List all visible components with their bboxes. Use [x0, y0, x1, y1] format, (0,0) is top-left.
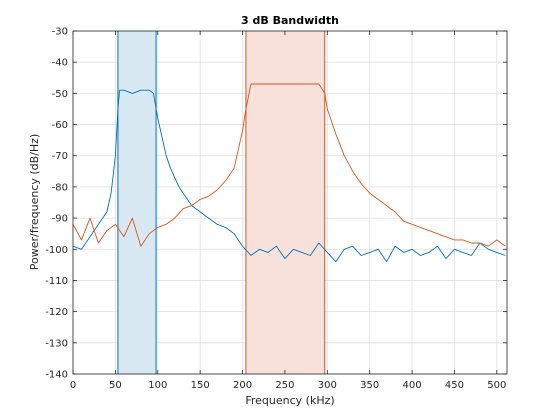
x-tick-label: 250 [275, 380, 294, 391]
y-tick-label: -40 [52, 58, 68, 69]
x-tick-label: 500 [487, 380, 506, 391]
series-line-2 [72, 83, 506, 247]
x-axis-ticks: 0 50 100 150 200 250 300 350 400 450 500 [70, 31, 506, 391]
y-tick-label: -100 [45, 245, 68, 256]
x-tick-label: 150 [191, 380, 210, 391]
x-tick-label: 450 [445, 380, 464, 391]
y-tick-label: -30 [52, 27, 68, 38]
y-tick-label: -120 [45, 307, 68, 318]
chart-title: 3 dB Bandwidth [241, 14, 339, 27]
x-tick-label: 50 [109, 380, 122, 391]
y-axis-ticks: -140 -130 -120 -110 -100 -90 -80 -70 -60 -50 -40 -3… [45, 27, 507, 381]
y-tick-label: -140 [45, 370, 68, 381]
band-fill [245, 31, 325, 374]
x-tick-label: 400 [403, 380, 422, 391]
y-tick-label: -110 [45, 276, 68, 287]
x-tick-label: 300 [318, 380, 337, 391]
x-axis-label: Frequency (kHz) [245, 394, 334, 407]
y-axis-label: Power/frequency (dB/Hz) [28, 134, 41, 271]
y-tick-label: -80 [52, 182, 68, 193]
y-tick-label: -60 [52, 120, 68, 131]
bandwidth-bands [117, 31, 326, 374]
y-tick-label: -90 [52, 214, 68, 225]
x-tick-label: 0 [70, 380, 76, 391]
y-tick-label: -130 [45, 338, 68, 349]
x-tick-label: 200 [233, 380, 252, 391]
series-line-1 [72, 89, 506, 263]
series-lines [72, 83, 506, 263]
x-tick-label: 100 [148, 380, 167, 391]
y-tick-label: -70 [52, 151, 68, 162]
x-tick-label: 350 [360, 380, 379, 391]
plot-frame [72, 30, 508, 375]
band-fill [117, 31, 157, 374]
y-tick-label: -50 [52, 89, 68, 100]
